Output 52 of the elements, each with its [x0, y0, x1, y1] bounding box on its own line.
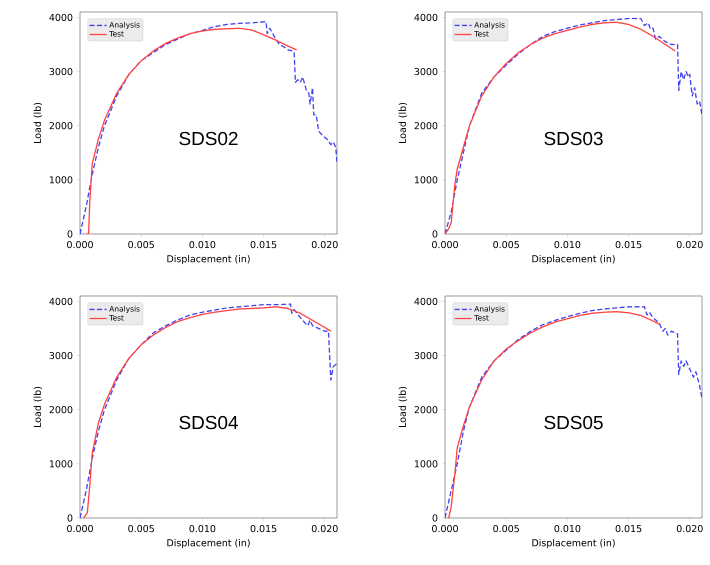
x-axis-title: Displacement (in): [532, 539, 615, 548]
x-tick-label: 0.000: [432, 525, 458, 532]
x-tick-label: 0.005: [128, 241, 154, 248]
y-tick-label: 1000: [414, 460, 438, 468]
y-axis-title: Load (lb): [34, 386, 42, 427]
y-tick-label: 3000: [414, 68, 438, 76]
x-axis-title: Displacement (in): [167, 255, 250, 264]
x-tick-label: 0.015: [250, 241, 276, 248]
x-axis-title: Displacement (in): [532, 255, 615, 264]
x-tick-label: 0.020: [676, 241, 703, 248]
y-axis-title: Load (lb): [398, 102, 408, 143]
x-tick-label: 0.015: [616, 525, 642, 532]
y-tick-label: 0: [68, 230, 72, 238]
y-axis-title: Load (lb): [398, 386, 408, 427]
x-axis-title: Displacement (in): [167, 539, 250, 548]
annotation: SDS02: [179, 132, 238, 146]
y-tick-label: 1000: [50, 176, 72, 184]
y-tick-label: 4000: [49, 14, 72, 21]
annotation: SDS03: [544, 132, 603, 146]
x-tick-label: 0.005: [493, 525, 519, 532]
y-tick-label: 2000: [50, 122, 72, 130]
y-tick-label: 1000: [414, 176, 438, 184]
y-tick-label: 4000: [414, 298, 438, 305]
x-tick-label: 0.020: [312, 241, 338, 248]
y-tick-label: 3000: [414, 352, 438, 360]
x-tick-label: 0.015: [250, 525, 276, 532]
y-tick-label: 0: [432, 514, 438, 522]
x-tick-label: 0.010: [189, 241, 216, 248]
x-tick-label: 0.010: [554, 241, 580, 248]
y-tick-label: 2000: [414, 122, 438, 130]
y-tick-label: 4000: [414, 14, 438, 21]
annotation: SDS04: [179, 416, 238, 430]
y-tick-label: 2000: [414, 406, 438, 414]
x-tick-label: 0.010: [189, 525, 216, 532]
x-tick-label: 0.010: [554, 525, 580, 532]
x-tick-label: 0.000: [67, 241, 93, 248]
x-tick-label: 0.005: [493, 241, 519, 248]
y-tick-label: 3000: [50, 68, 72, 76]
y-axis-title: Load (lb): [34, 102, 42, 143]
y-tick-label: 3000: [50, 352, 72, 360]
y-tick-label: 0: [432, 230, 438, 238]
y-tick-label: 1000: [50, 460, 72, 468]
x-tick-label: 0.015: [616, 241, 642, 248]
x-tick-label: 0.005: [128, 525, 154, 532]
x-tick-label: 0.000: [432, 241, 458, 248]
x-tick-label: 0.000: [67, 525, 93, 532]
x-tick-label: 0.020: [312, 525, 338, 532]
y-tick-label: 2000: [50, 406, 72, 414]
y-tick-label: 4000: [49, 298, 72, 305]
y-tick-label: 0: [68, 514, 72, 522]
x-tick-label: 0.020: [676, 525, 703, 532]
annotation: SDS05: [544, 416, 603, 430]
